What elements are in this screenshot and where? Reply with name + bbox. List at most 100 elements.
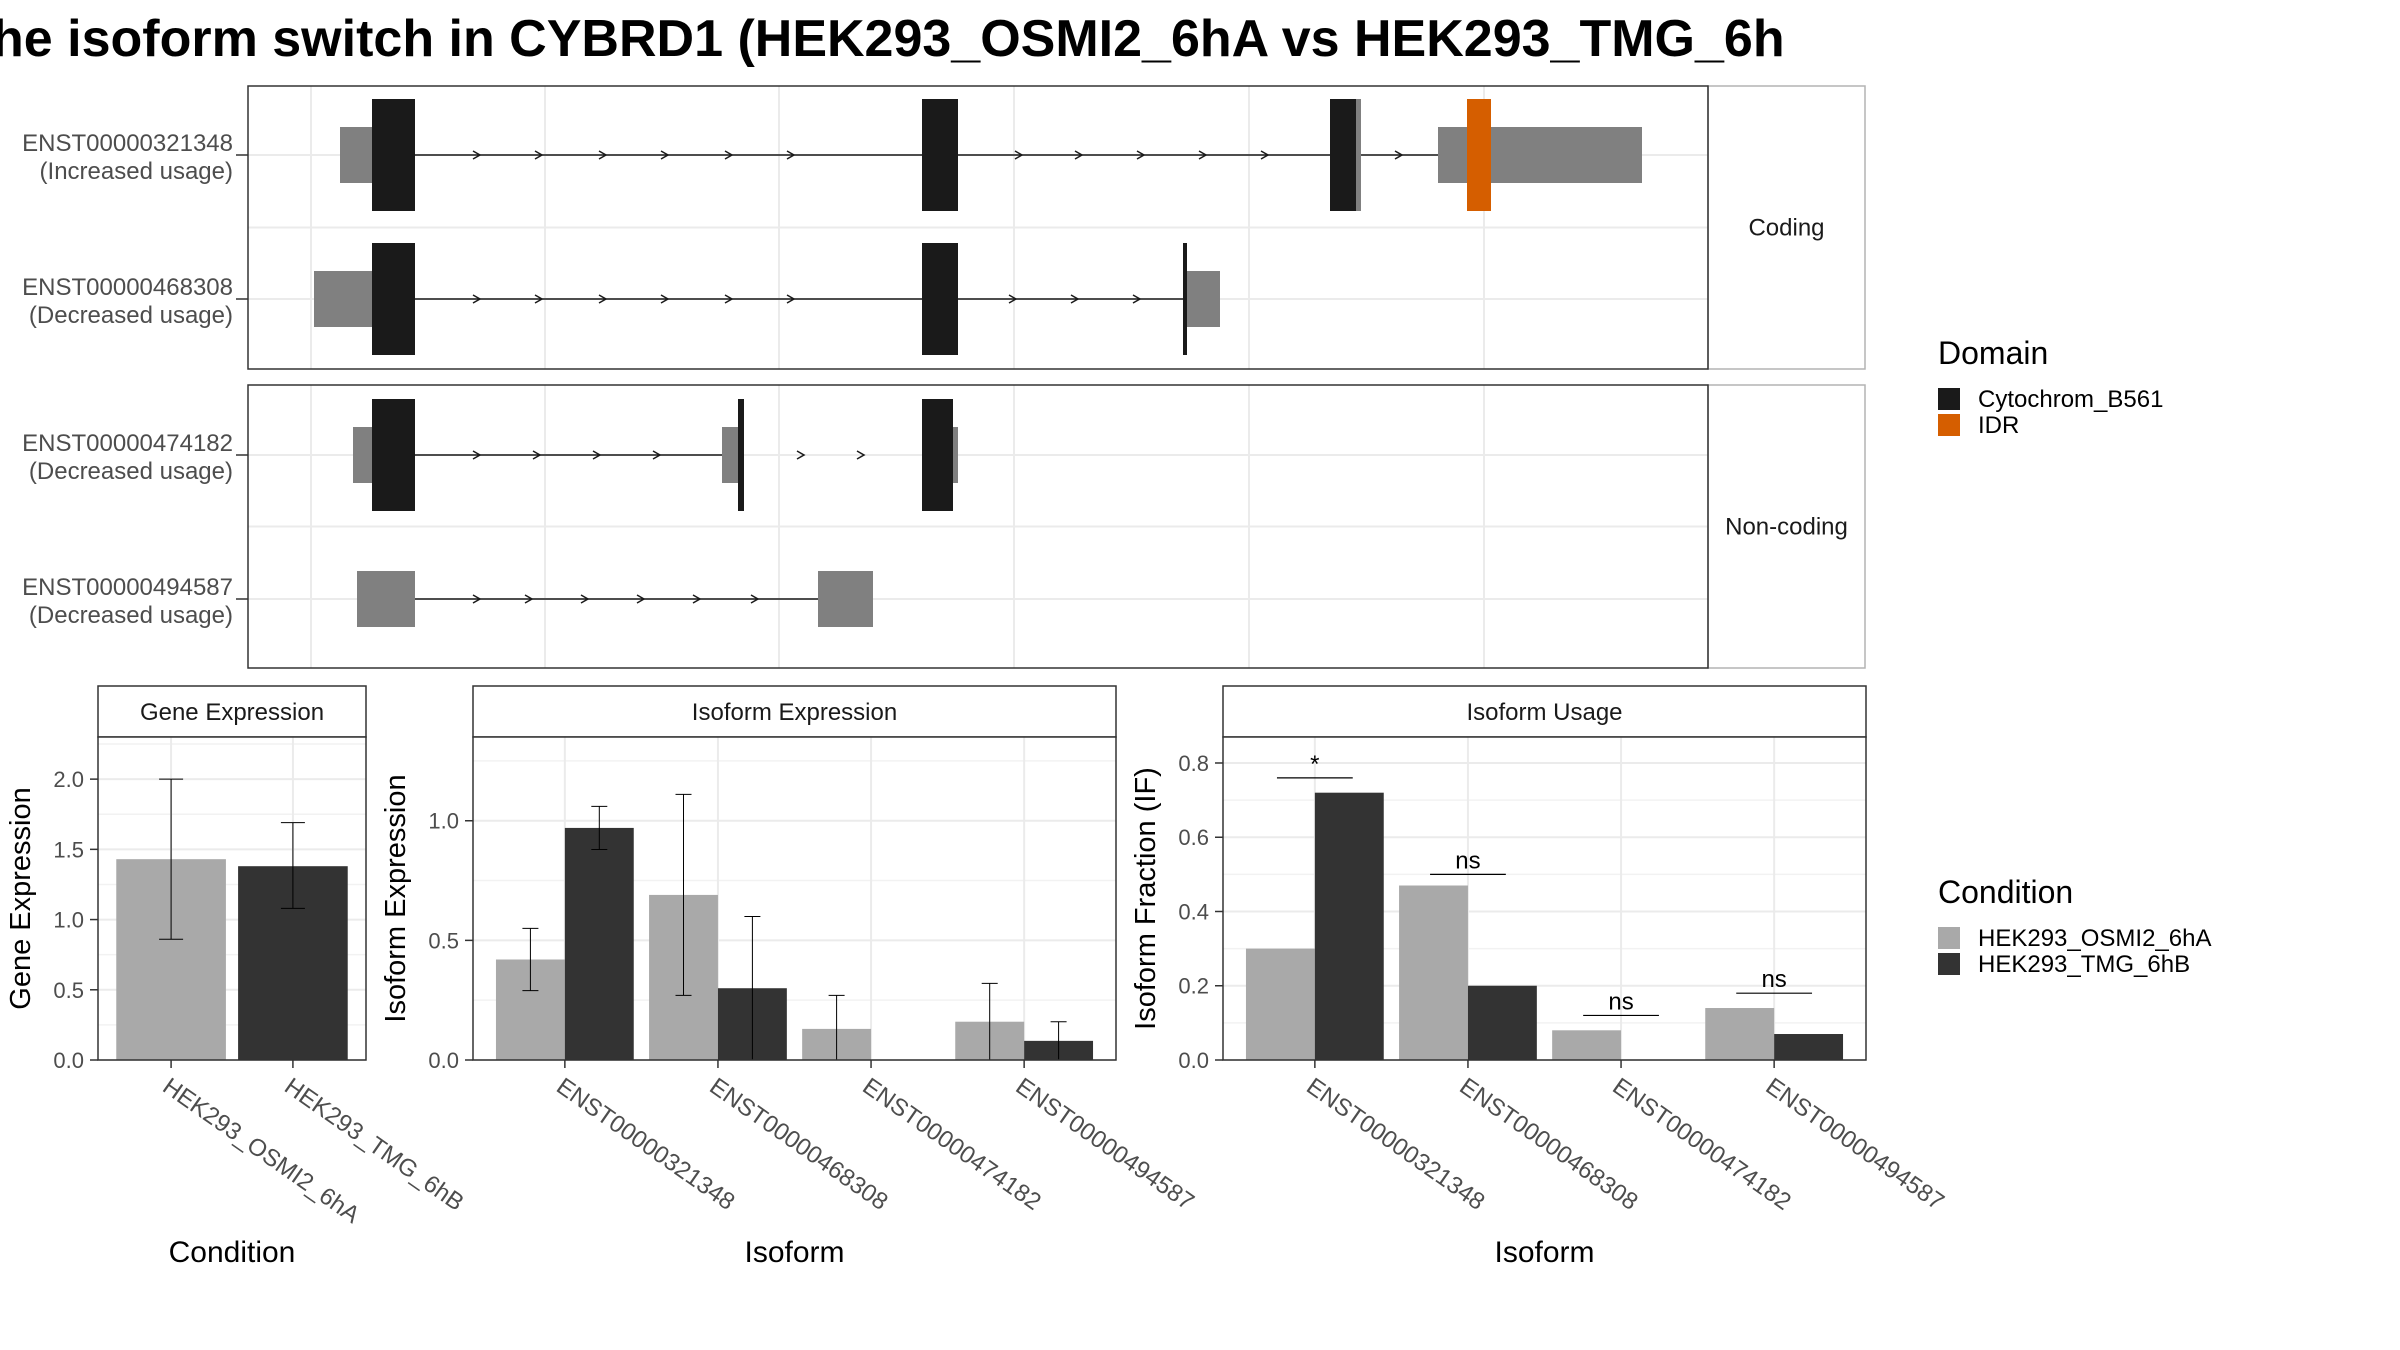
transcript-ENST00000494587: ENST00000494587(Decreased usage): [22, 571, 873, 629]
direction-arrow: [472, 594, 482, 604]
direction-arrow: [580, 594, 590, 604]
legend-label: HEK293_TMG_6hB: [1978, 951, 2190, 978]
utr-exon: [953, 427, 958, 483]
cds-exon: [372, 399, 415, 511]
legend-label: Cytochrom_B561: [1978, 386, 2163, 413]
strip-label: Non-coding: [1725, 514, 1848, 541]
panel-border: [247, 384, 1709, 669]
y-tick-label: 1.0: [428, 809, 459, 834]
cds-exon-edge: [1183, 243, 1187, 355]
utr-exon: [372, 571, 415, 627]
legend-swatch: [1938, 414, 1960, 436]
direction-arrow: [692, 594, 702, 604]
direction-arrow: [532, 450, 542, 460]
direction-arrow: [724, 294, 734, 304]
y-tick-label: 0.8: [1178, 751, 1209, 776]
direction-arrow: [1074, 150, 1084, 160]
bar: [1314, 792, 1384, 1060]
legend-label: HEK293_OSMI2_6hA: [1978, 925, 2211, 952]
significance-label: ns: [1455, 847, 1480, 874]
direction-arrow: [524, 594, 534, 604]
y-tick-label: 0.2: [1178, 974, 1209, 999]
direction-arrow: [1198, 150, 1208, 160]
direction-arrow: [660, 294, 670, 304]
direction-arrow: [592, 450, 602, 460]
transcript-usage-label: (Decreased usage): [29, 458, 233, 485]
legend-swatch: [1938, 953, 1960, 975]
direction-arrow: [1070, 294, 1080, 304]
utr-exon: [835, 571, 873, 627]
y-tick-label: 0.6: [1178, 825, 1209, 850]
cds-exon: [1467, 99, 1491, 211]
plot-border: [97, 736, 367, 1061]
y-axis-title: Isoform Expression: [380, 774, 412, 1022]
x-axis-title: Condition: [169, 1236, 296, 1269]
chart-title: Isoform Usage: [1466, 699, 1622, 726]
x-axis-title: Isoform: [1494, 1236, 1594, 1269]
direction-arrow: [660, 150, 670, 160]
utr-exon: [722, 427, 738, 483]
direction-arrow: [598, 150, 608, 160]
significance-label: ns: [1608, 988, 1633, 1015]
significance-label: ns: [1761, 966, 1786, 993]
legend-label: IDR: [1978, 412, 2019, 439]
bar: [564, 827, 634, 1060]
y-tick-label: 0.0: [428, 1048, 459, 1073]
bar: [1774, 1034, 1844, 1060]
transcript-usage-label: (Decreased usage): [29, 302, 233, 329]
bar: [1399, 885, 1468, 1060]
chart-title: Isoform Expression: [692, 699, 897, 726]
direction-arrow: [472, 294, 482, 304]
direction-arrow: [1394, 150, 1404, 160]
transcript-usage-label: (Decreased usage): [29, 602, 233, 629]
utr-exon: [357, 571, 372, 627]
direction-arrow: [652, 450, 662, 460]
transcript-usage-label: (Increased usage): [40, 158, 233, 185]
y-axis-title: Gene Expression: [5, 787, 37, 1009]
direction-arrow: [534, 150, 544, 160]
direction-arrow: [1014, 150, 1024, 160]
chart-title: Gene Expression: [140, 699, 324, 726]
utr-exon: [353, 427, 372, 483]
direction-arrow: [724, 150, 734, 160]
utr-exon: [1491, 127, 1642, 183]
chart-isoform-expression: Isoform Expression 0.0 0.5 1.0 Isoform Expre…: [380, 685, 1199, 1269]
transcript-id-label: ENST00000321348: [22, 130, 233, 157]
legend-swatch: [1938, 388, 1960, 410]
y-tick-label: 0.5: [428, 928, 459, 953]
utr-exon: [818, 571, 835, 627]
bar-charts: Gene Expression 0.0 0.5 1.0 1.5 2.0 Gene Expre…: [5, 685, 1949, 1269]
plot-border: [472, 736, 1117, 1061]
transcript-id-label: ENST00000468308: [22, 274, 233, 301]
transcript-ENST00000321348: ENST00000321348(Increased usage): [22, 99, 1642, 211]
x-tick-label: HEK293_OSMI2_6hA: [158, 1073, 365, 1229]
significance-label: *: [1310, 751, 1319, 778]
x-axis-title: Isoform: [744, 1236, 844, 1269]
direction-arrow: [1008, 294, 1018, 304]
cds-exon: [922, 399, 953, 511]
panel-border: [247, 85, 1709, 370]
direction-arrow: [598, 294, 608, 304]
bar: [1467, 985, 1537, 1060]
utr-exon: [314, 271, 372, 327]
transcript-ENST00000474182: ENST00000474182(Decreased usage): [22, 399, 958, 511]
legend-swatch: [1938, 927, 1960, 949]
bar: [1705, 1008, 1775, 1060]
direction-arrow: [1260, 150, 1270, 160]
bar: [1245, 948, 1315, 1060]
direction-arrow: [636, 594, 646, 604]
y-tick-label: 0.4: [1178, 899, 1209, 924]
y-tick-label: 1.0: [53, 908, 84, 933]
transcript-id-label: ENST00000474182: [22, 430, 233, 457]
direction-arrow: [786, 294, 796, 304]
legend-title: Domain: [1938, 335, 2048, 371]
cds-exon: [738, 399, 744, 511]
cds-exon: [922, 243, 958, 355]
strip-box: [1707, 384, 1866, 669]
cds-exon: [372, 243, 415, 355]
direction-arrow: [750, 594, 760, 604]
